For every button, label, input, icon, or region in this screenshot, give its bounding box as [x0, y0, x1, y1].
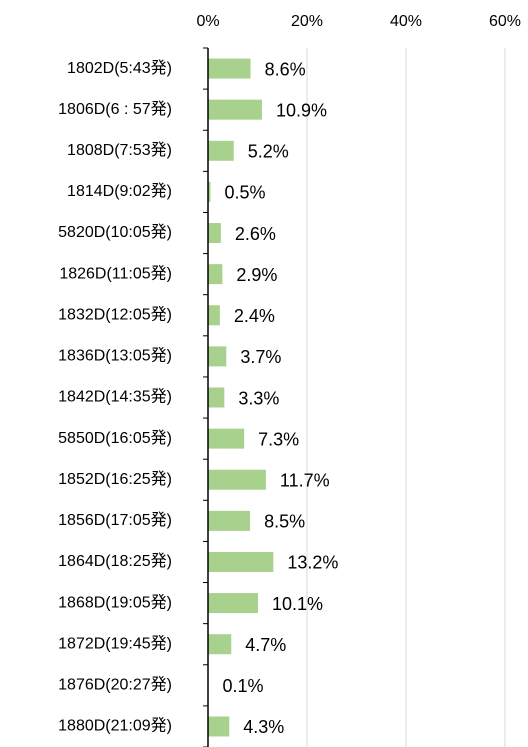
bar	[208, 140, 234, 161]
bar	[208, 181, 211, 202]
data-label: 0.1%	[222, 676, 263, 696]
y-tick-label: 1814D(9:02発)	[67, 182, 172, 200]
bar	[208, 634, 232, 655]
y-tick-label: 1802D(5:43発)	[67, 59, 172, 77]
data-label: 13.2%	[287, 553, 338, 573]
x-tick-label: 60%	[489, 13, 521, 30]
bar	[208, 223, 221, 244]
data-label: 10.9%	[276, 100, 327, 120]
bar	[208, 469, 266, 490]
x-tick-label: 20%	[291, 13, 323, 30]
data-label: 3.7%	[240, 347, 281, 367]
y-tick-label: 1856D(17:05発)	[58, 511, 172, 529]
y-tick-label: 1852D(16:25発)	[58, 470, 172, 488]
data-label: 7.3%	[258, 429, 299, 449]
x-tick-label: 40%	[390, 13, 422, 30]
data-label: 8.6%	[265, 59, 306, 79]
data-label: 0.5%	[224, 183, 265, 203]
y-tick-label: 5850D(16:05発)	[58, 429, 172, 447]
y-tick-label: 1876D(20:27発)	[58, 676, 172, 694]
y-tick-label: 1872D(19:45発)	[58, 634, 172, 652]
bar	[208, 510, 251, 531]
y-tick-label: 1832D(12:05発)	[58, 305, 172, 323]
data-label: 4.7%	[245, 635, 286, 655]
data-label: 2.4%	[234, 306, 275, 326]
bar	[208, 346, 227, 367]
y-tick-label: 1826D(11:05発)	[59, 264, 172, 282]
bar	[208, 716, 230, 737]
data-label: 8.5%	[264, 512, 305, 532]
y-tick-label: 1836D(13:05発)	[58, 347, 172, 365]
data-label: 4.3%	[243, 717, 284, 737]
y-tick-label: 1842D(14:35発)	[58, 388, 172, 406]
data-label: 3.3%	[238, 388, 279, 408]
y-tick-label: 1808D(7:53発)	[67, 141, 172, 159]
y-tick-label: 1868D(19:05発)	[58, 593, 172, 611]
y-tick-label: 5820D(10:05発)	[58, 223, 172, 241]
bar	[208, 593, 258, 614]
y-tick-label: 1864D(18:25発)	[58, 552, 172, 570]
data-label: 10.1%	[272, 594, 323, 614]
data-label: 2.9%	[236, 265, 277, 285]
bar	[208, 428, 245, 449]
bar	[208, 264, 223, 285]
bar	[208, 387, 225, 408]
y-tick-label: 1880D(21:09発)	[58, 717, 172, 735]
data-label: 11.7%	[280, 470, 330, 490]
bar	[208, 305, 220, 326]
bar	[208, 99, 262, 120]
bar	[208, 58, 251, 79]
data-label: 5.2%	[248, 142, 289, 162]
y-tick-label: 1806D(6 : 57発)	[58, 100, 172, 118]
data-label: 2.6%	[235, 224, 276, 244]
x-tick-label: 0%	[196, 13, 219, 30]
bar	[208, 551, 274, 572]
